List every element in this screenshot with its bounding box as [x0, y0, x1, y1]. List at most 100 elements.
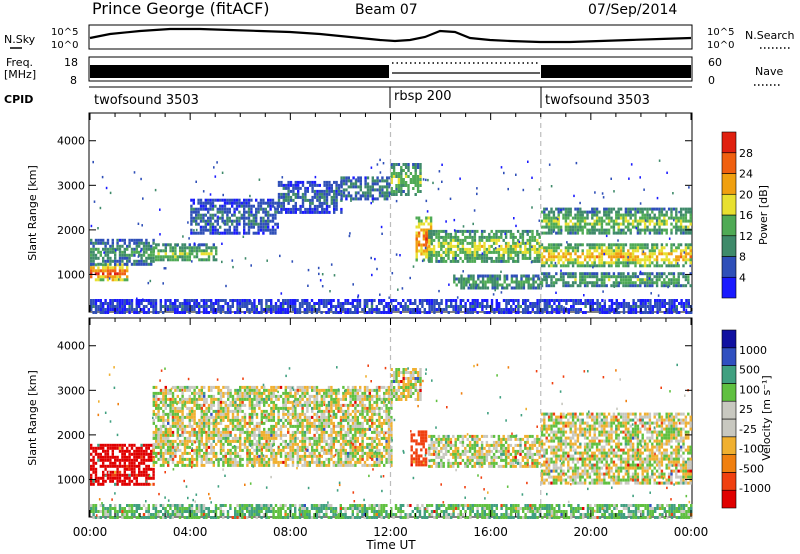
echo-cell: [466, 308, 470, 311]
echo-cell: [619, 222, 623, 226]
echo-cell: [126, 455, 129, 459]
echo-cell: [111, 247, 114, 251]
echo-cell: [416, 187, 420, 190]
echo-cell: [114, 299, 117, 302]
echo-cell: [92, 461, 95, 465]
echo-cell: [601, 308, 604, 311]
echo-cell: [92, 262, 95, 266]
echo-cell: [280, 195, 283, 199]
echo-cell: [155, 406, 158, 410]
echo-cell: [176, 308, 179, 311]
echo-cell: [298, 311, 302, 314]
echo-cell: [471, 250, 474, 254]
echo-cell: [612, 281, 616, 285]
echo-cell: [672, 284, 676, 288]
echo-cell: [140, 449, 143, 453]
echo-cell: [658, 216, 661, 220]
echo-cell: [289, 207, 293, 211]
echo-cell: [140, 299, 143, 302]
echo-cell: [497, 247, 501, 251]
echo-cell: [169, 457, 172, 461]
echo-cell: [195, 448, 199, 452]
echo-cell: [224, 302, 227, 305]
echo-cell: [313, 183, 317, 187]
echo-cell: [114, 262, 117, 266]
echo-cell: [419, 175, 422, 178]
echo-cell: [350, 185, 353, 189]
echo-cell: [195, 451, 199, 455]
echo-cell: [111, 266, 114, 270]
echo-cell: [111, 238, 114, 242]
echo-cell: [92, 470, 95, 474]
echo-cell: [465, 280, 468, 284]
echo-cell: [140, 473, 143, 477]
echo-cell: [190, 213, 193, 217]
echo-cell: [634, 311, 638, 314]
echo-cell: [595, 222, 599, 226]
echo-cell: [356, 299, 359, 302]
echo-cell: [634, 210, 637, 214]
echo-cell: [364, 176, 367, 180]
echo-cell: [687, 219, 690, 223]
echo-cell: [239, 406, 242, 410]
echo-cell: [643, 272, 647, 276]
echo-cell: [152, 246, 155, 250]
echo-cell: [366, 299, 369, 302]
echo-cell: [176, 442, 179, 446]
echo-cell: [142, 473, 146, 477]
echo-cell: [109, 250, 112, 254]
echo-cell: [133, 247, 136, 251]
scatter-cell: [187, 221, 189, 224]
echo-cell: [164, 391, 167, 395]
echo-cell: [409, 181, 413, 184]
scatter-cell: [278, 299, 280, 302]
echo-cell: [420, 219, 423, 223]
echo-cell: [395, 193, 398, 196]
echo-cell: [627, 272, 630, 276]
echo-cell: [147, 262, 150, 266]
echo-cell: [387, 311, 390, 314]
echo-cell: [529, 311, 532, 314]
echo-cell: [390, 299, 393, 302]
echo-cell: [191, 439, 194, 443]
scatter-cell: [545, 276, 547, 279]
echo-cell: [547, 219, 551, 223]
echo-cell: [670, 210, 673, 214]
echo-cell: [622, 219, 625, 223]
echo-cell: [229, 400, 232, 404]
echo-cell: [333, 189, 336, 193]
echo-cell: [615, 264, 618, 268]
echo-cell: [651, 228, 654, 232]
echo-cell: [207, 305, 210, 308]
echo-cell: [422, 222, 426, 226]
echo-cell: [404, 175, 408, 178]
echo-cell: [121, 244, 124, 248]
echo-cell: [210, 403, 213, 407]
echo-cell: [97, 262, 100, 266]
echo-cell: [449, 244, 453, 248]
echo-cell: [471, 305, 474, 308]
echo-cell: [490, 244, 493, 248]
echo-cell: [522, 299, 525, 302]
echo-cell: [639, 216, 642, 220]
scatter-cell: [307, 268, 310, 272]
echo-cell: [454, 302, 458, 305]
echo-cell: [552, 219, 556, 223]
echo-cell: [447, 241, 450, 245]
echo-cell: [212, 311, 215, 314]
echo-cell: [545, 258, 548, 262]
echo-cell: [114, 259, 117, 263]
echo-cell: [574, 278, 577, 282]
echo-cell: [243, 207, 246, 211]
echo-cell: [231, 445, 235, 449]
echo-cell: [277, 201, 281, 205]
echo-cell: [152, 302, 155, 305]
echo-cell: [541, 299, 544, 302]
echo-cell: [138, 446, 141, 450]
scatter-cell: [370, 256, 372, 260]
echo-cell: [496, 280, 499, 284]
echo-cell: [176, 385, 179, 389]
echo-cell: [670, 213, 673, 217]
echo-cell: [330, 302, 333, 305]
echo-cell: [130, 458, 134, 462]
